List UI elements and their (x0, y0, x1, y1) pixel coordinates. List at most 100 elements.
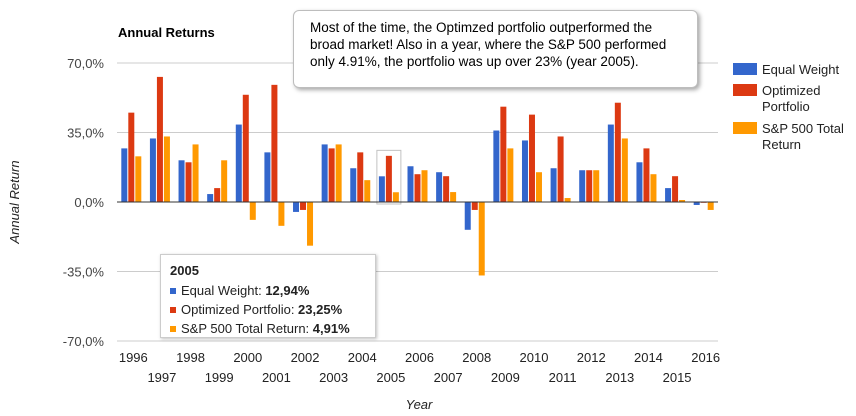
bar (478, 202, 485, 276)
x-tick-label: 1996 (119, 350, 148, 365)
y-tick-label: 35,0% (67, 126, 104, 141)
bar (507, 148, 514, 202)
hover-highlight (376, 149, 402, 205)
bar (357, 152, 364, 202)
tooltip-row-equal-weight: Equal Weight: 12,94% (170, 281, 375, 300)
bar (564, 198, 571, 202)
bar (679, 200, 686, 202)
bar (264, 152, 271, 202)
bar (407, 166, 414, 202)
tooltip-swatch (170, 307, 176, 313)
tooltip-value: 23,25% (298, 302, 343, 317)
bar (328, 148, 335, 202)
tooltip-row-sp500: S&P 500 Total Return: 4,91% (170, 319, 375, 338)
bar (607, 124, 614, 202)
bar (207, 194, 214, 202)
tooltip-swatch (170, 326, 176, 332)
bar (135, 156, 142, 202)
legend-label: Return (762, 137, 801, 152)
bar (221, 160, 228, 202)
bar (650, 174, 657, 202)
bar (235, 124, 242, 202)
x-tick-label: 2016 (691, 350, 720, 365)
bar (414, 174, 421, 202)
bar (350, 168, 357, 202)
tooltip-row-optimized: Optimized Portfolio: 23,25% (170, 300, 375, 319)
bar (614, 102, 621, 202)
x-tick-label: 2004 (348, 350, 377, 365)
bar (293, 202, 300, 212)
bar (421, 170, 428, 202)
bar (214, 188, 221, 202)
data-tooltip: 2005 Equal Weight: 12,94% Optimized Port… (160, 254, 376, 338)
bar (185, 162, 192, 202)
tooltip-value: 4,91% (312, 321, 350, 336)
bar (156, 76, 163, 202)
bar (192, 144, 199, 202)
bar (672, 176, 679, 202)
bar (307, 202, 314, 246)
bar (443, 176, 450, 202)
x-tick-label: 2011 (549, 370, 577, 385)
legend-swatch (733, 63, 757, 75)
bar (550, 168, 557, 202)
legend-label: S&P 500 Total (762, 121, 844, 136)
x-tick-label: 2000 (233, 350, 262, 365)
bar (621, 138, 628, 202)
bar (271, 84, 278, 202)
x-tick-label: 2009 (491, 370, 520, 385)
x-tick-label: 2008 (462, 350, 491, 365)
bar (643, 148, 650, 202)
bar (471, 202, 478, 210)
bar (665, 188, 672, 202)
y-tick-label: -35,0% (63, 265, 105, 280)
bar (535, 172, 542, 202)
legend-label: Equal Weight (762, 62, 839, 77)
bar (521, 140, 528, 202)
bar (149, 138, 156, 202)
bar (636, 162, 643, 202)
bar (278, 202, 285, 226)
bar (436, 172, 443, 202)
tooltip-value: 12,94% (265, 283, 310, 298)
bar (450, 192, 457, 202)
bar (693, 202, 700, 205)
bar (385, 155, 392, 202)
tooltip-label: Optimized Portfolio: (181, 302, 299, 317)
x-axis-title: Year (406, 397, 433, 412)
bar (163, 136, 170, 202)
legend-swatch (733, 84, 757, 96)
x-tick-label: 2003 (319, 370, 348, 385)
x-tick-label: 1998 (176, 350, 205, 365)
y-tick-label: 70,0% (67, 56, 104, 71)
bar (557, 136, 564, 202)
annotation-callout: Most of the time, the Optimzed portfolio… (293, 10, 698, 88)
annotation-line: Most of the time, the Optimzed portfolio… (310, 20, 653, 35)
bar (121, 148, 128, 202)
bar (707, 202, 714, 210)
y-axis-title: Annual Return (7, 160, 22, 244)
x-tick-label: 1999 (205, 370, 234, 385)
x-tick-label: 2006 (405, 350, 434, 365)
tooltip-title: 2005 (170, 263, 199, 278)
bar (392, 192, 399, 202)
x-tick-label: 2012 (577, 350, 606, 365)
legend-label: Portfolio (762, 99, 810, 114)
chart-title: Annual Returns (118, 25, 215, 40)
bar (378, 176, 385, 202)
x-tick-label: 2007 (434, 370, 463, 385)
bar (493, 130, 500, 202)
x-tick-label: 2005 (376, 370, 405, 385)
tooltip-swatch (170, 288, 176, 294)
bar (321, 144, 328, 202)
bar (464, 202, 471, 230)
annotation-line: only 4.91%, the portfolio was up over 23… (310, 54, 639, 69)
x-tick-label: 2015 (663, 370, 692, 385)
bar (178, 160, 185, 202)
tooltip-label: Equal Weight: (181, 283, 266, 298)
y-tick-label: 0,0% (74, 195, 104, 210)
y-tick-label: -70,0% (63, 334, 105, 349)
bar (242, 94, 249, 202)
bar (364, 180, 371, 202)
